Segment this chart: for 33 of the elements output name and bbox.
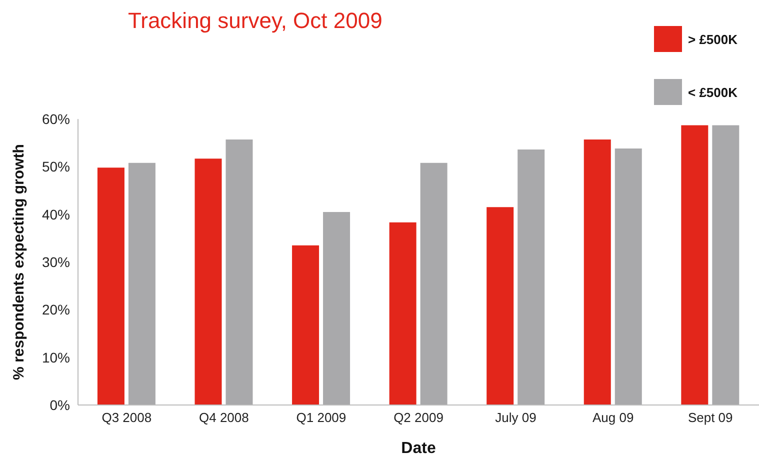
- x-tick-label: Q2 2009: [394, 410, 444, 426]
- legend-label: > £500K: [688, 32, 738, 47]
- bar: [584, 139, 611, 405]
- y-tick-label: 50%: [42, 158, 70, 175]
- bar: [128, 162, 156, 405]
- bar: [323, 212, 350, 405]
- x-tick-label: July 09: [495, 410, 536, 426]
- y-tick-label: 40%: [42, 206, 70, 222]
- x-tick-label: Q1 2009: [296, 410, 346, 426]
- y-tick-label: 60%: [42, 110, 70, 127]
- x-tick-label: Aug 09: [592, 410, 634, 426]
- bar: [681, 125, 708, 405]
- x-tick-label: Sept 09: [688, 410, 733, 426]
- y-tick-label: 10%: [42, 349, 70, 366]
- bar: [194, 158, 222, 405]
- y-tick-label: 30%: [42, 254, 70, 270]
- bar: [518, 150, 545, 405]
- x-tick-label: Q4 2008: [198, 410, 249, 426]
- bar: [292, 245, 320, 405]
- x-axis-title: Date: [401, 440, 436, 455]
- bar: [614, 148, 642, 405]
- x-tick-label: Q3 2008: [102, 410, 152, 426]
- bar: [420, 162, 448, 405]
- y-axis-title: % respondents expecting growth: [10, 144, 28, 380]
- bar: [226, 139, 253, 405]
- bar: [97, 168, 124, 405]
- bar: [486, 207, 514, 405]
- bar: [712, 125, 740, 405]
- y-tick-label: 20%: [42, 302, 70, 318]
- y-tick-label: 0%: [50, 396, 70, 413]
- bar: [389, 222, 416, 405]
- legend-label: < £500K: [688, 85, 738, 100]
- chart-title: Tracking survey, Oct 2009: [128, 8, 382, 34]
